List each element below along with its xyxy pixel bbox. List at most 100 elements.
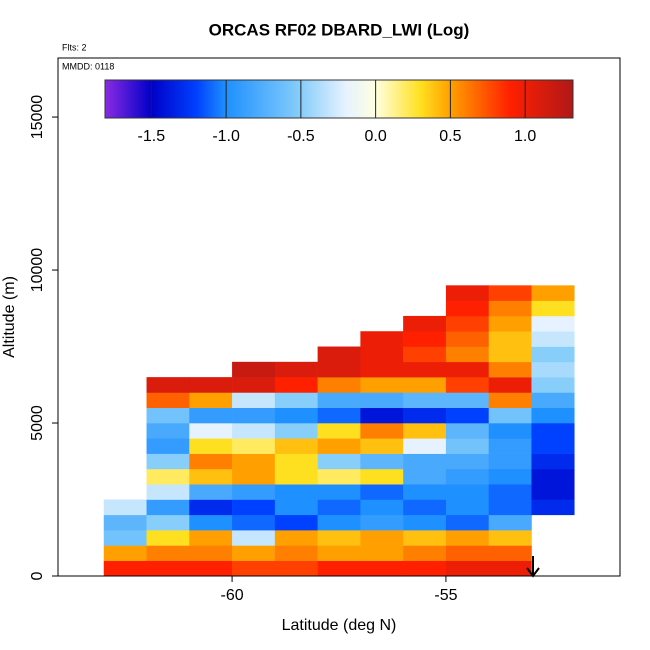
heat-cell: [403, 361, 447, 378]
heat-cell: [317, 545, 361, 562]
heat-cell: [317, 392, 361, 409]
heat-cell: [317, 438, 361, 454]
heat-cell: [274, 545, 318, 562]
colorbar-tick-label: 0.0: [365, 128, 387, 145]
heat-cell: [360, 331, 404, 347]
heat-cell: [103, 545, 147, 562]
heat-cell: [403, 468, 447, 485]
heat-cell: [403, 499, 447, 516]
heat-cell: [403, 484, 447, 500]
heat-cell: [360, 407, 404, 424]
heat-cell: [445, 300, 489, 317]
heat-cell: [274, 499, 318, 516]
heat-cell: [232, 514, 276, 531]
heat-cell: [531, 438, 575, 454]
colorbar-tick-label: -0.5: [287, 128, 315, 145]
heat-cell: [146, 499, 190, 516]
heat-cell: [317, 453, 361, 470]
heat-cell: [360, 468, 404, 485]
heat-cell: [317, 423, 361, 439]
heat-cell: [189, 468, 233, 485]
y-tick-label: 0: [29, 571, 46, 580]
heat-cell: [531, 407, 575, 424]
heat-cell: [274, 514, 318, 531]
y-tick-label: 5000: [29, 405, 46, 441]
heat-cell: [488, 499, 532, 516]
heat-cell: [445, 530, 489, 546]
heat-cell: [146, 392, 190, 409]
heat-cell: [488, 560, 532, 577]
heat-cell: [531, 453, 575, 470]
heat-cell: [445, 560, 489, 577]
heat-cell: [232, 423, 276, 439]
heat-cell: [232, 484, 276, 500]
heat-cell: [189, 530, 233, 546]
colorbar-tick-label: 1.0: [514, 128, 536, 145]
heat-cell: [189, 545, 233, 562]
heat-cell: [360, 499, 404, 516]
heat-cell: [232, 392, 276, 409]
heat-cell: [146, 514, 190, 531]
x-tick-label: -60: [221, 587, 244, 604]
heat-cell: [317, 514, 361, 531]
heat-cell: [274, 453, 318, 470]
heat-cell: [445, 315, 489, 332]
plot-frame: [57, 57, 621, 577]
heat-cell: [445, 407, 489, 424]
heat-cell: [445, 331, 489, 347]
heat-cell: [403, 545, 447, 562]
heat-cell: [146, 530, 190, 546]
heat-cell: [445, 453, 489, 470]
heat-cell: [189, 514, 233, 531]
heat-cell: [360, 392, 404, 409]
heat-cell: [146, 377, 190, 393]
heat-cell: [360, 530, 404, 546]
heat-cell: [403, 331, 447, 347]
heat-cell: [317, 499, 361, 516]
heat-cell: [189, 484, 233, 500]
heat-cell: [531, 377, 575, 393]
heat-cell: [274, 484, 318, 500]
heat-cell: [317, 560, 361, 577]
heat-cell: [360, 346, 404, 363]
chart-title: ORCAS RF02 DBARD_LWI (Log): [209, 20, 470, 39]
heat-cell: [488, 331, 532, 347]
colorbar-tick-label: -1.5: [138, 128, 166, 145]
heat-cell: [232, 560, 276, 577]
heat-cell: [488, 407, 532, 424]
annotation: Flts: 2: [62, 42, 87, 52]
heat-cell: [274, 423, 318, 439]
heat-cell: [403, 560, 447, 577]
annotation: MMDD: 0118: [62, 61, 114, 71]
heat-cell: [445, 438, 489, 454]
heat-cell: [531, 331, 575, 347]
heat-cell: [360, 377, 404, 393]
heat-cell: [189, 423, 233, 439]
heat-cell: [445, 484, 489, 500]
heat-cell: [103, 530, 147, 546]
heat-cell: [317, 377, 361, 393]
heat-cell: [360, 438, 404, 454]
colorbar: [104, 79, 574, 119]
heat-cell: [531, 315, 575, 332]
heat-cell: [360, 361, 404, 378]
heat-cell: [403, 453, 447, 470]
heat-cell: [146, 468, 190, 485]
heat-cell: [531, 392, 575, 409]
heat-cell: [274, 361, 318, 378]
heat-cell: [488, 468, 532, 485]
heat-cell: [146, 407, 190, 424]
y-axis-label: Altitude (m): [1, 276, 18, 358]
heat-cell: [360, 484, 404, 500]
heat-cell: [232, 545, 276, 562]
heat-cell: [488, 315, 532, 332]
heat-cell: [146, 484, 190, 500]
heat-cell: [403, 514, 447, 531]
y-tick-label: 10000: [29, 248, 46, 293]
heat-cell: [360, 545, 404, 562]
heat-cell: [232, 499, 276, 516]
heat-cell: [445, 285, 489, 301]
heat-cell: [403, 438, 447, 454]
colorbar-tick-label: 0.5: [439, 128, 461, 145]
heat-cell: [103, 499, 147, 516]
